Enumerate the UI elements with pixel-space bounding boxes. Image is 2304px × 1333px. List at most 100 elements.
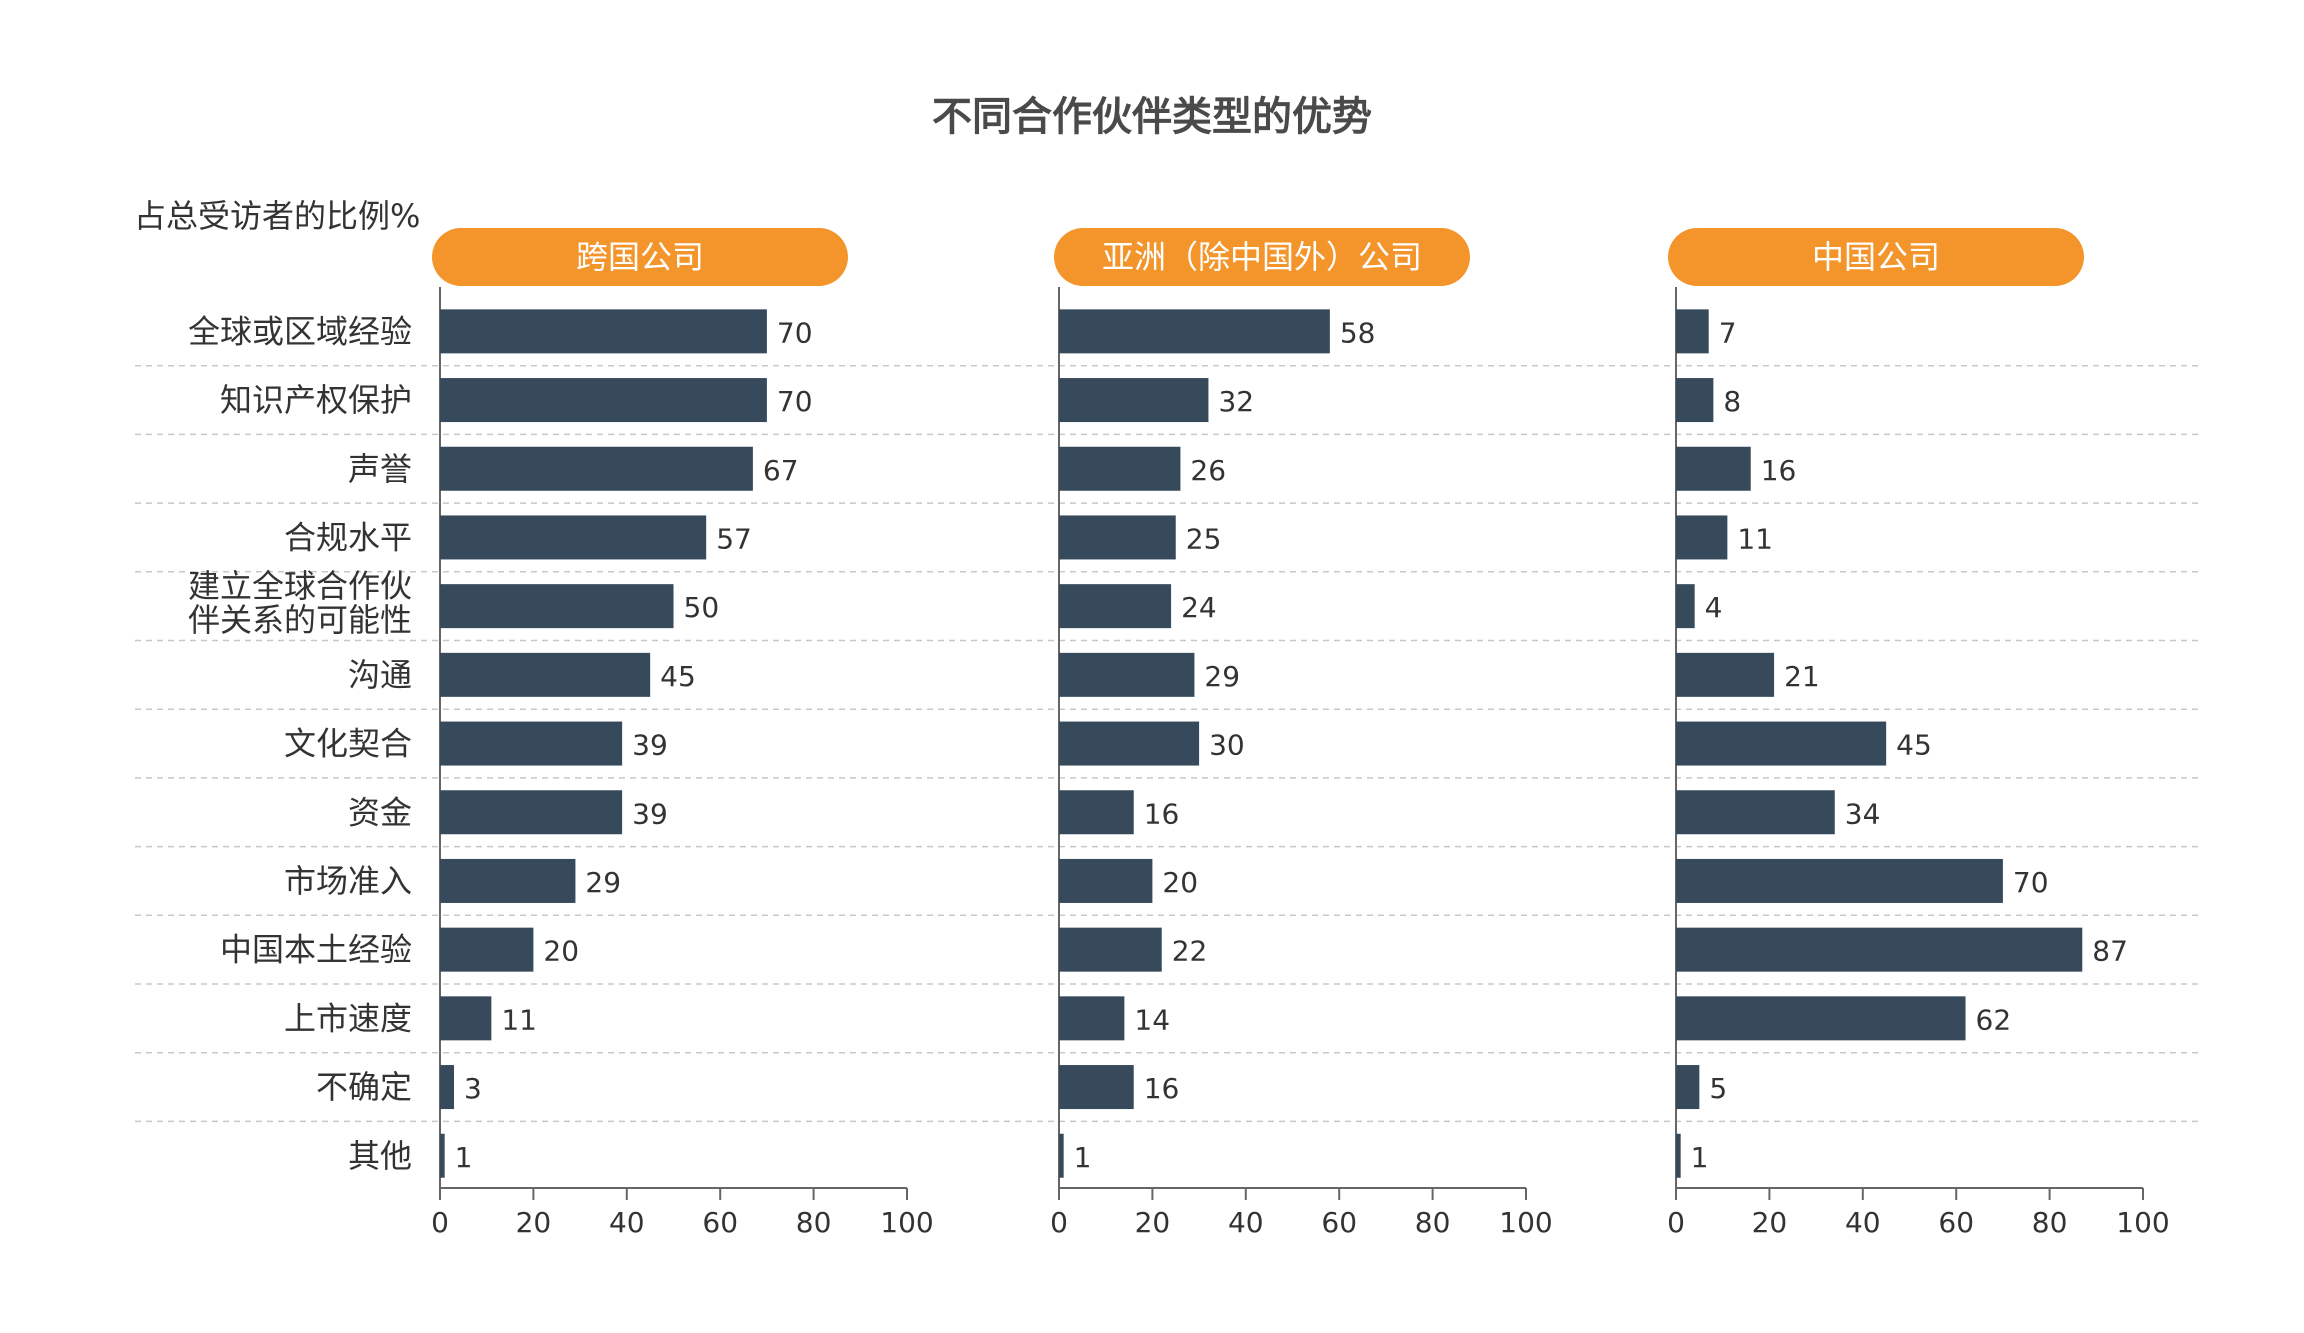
data-label: 39	[632, 729, 668, 762]
bar	[440, 1065, 455, 1110]
x-tick-label: 60	[702, 1206, 738, 1239]
bar	[1059, 378, 1209, 423]
data-label: 8	[1723, 385, 1741, 418]
bar	[440, 515, 707, 560]
series-header-label: 亚洲（除中国外）公司	[1102, 238, 1422, 276]
series-header	[1668, 228, 2084, 286]
x-tick-label: 0	[431, 1206, 449, 1239]
data-label: 3	[464, 1072, 482, 1105]
category-label: 资金	[348, 793, 412, 831]
data-label: 45	[1896, 729, 1932, 762]
x-tick-label: 40	[609, 1206, 645, 1239]
bar	[440, 446, 753, 491]
category-label: 其他	[348, 1137, 412, 1175]
data-label: 21	[1784, 660, 1820, 693]
category-label: 沟通	[348, 656, 412, 694]
category-label-line: 建立全球合作伙	[188, 567, 412, 605]
series-header-label: 中国公司	[1812, 238, 1940, 276]
data-label: 57	[716, 522, 752, 555]
data-label: 5	[1709, 1072, 1727, 1105]
category-label: 上市速度	[284, 999, 412, 1037]
bar	[1059, 652, 1195, 697]
bar	[1676, 721, 1887, 766]
bar	[1676, 1065, 1700, 1110]
bar	[1676, 858, 2003, 903]
bar	[1059, 309, 1330, 354]
category-label-line: 伴关系的可能性	[188, 601, 412, 639]
bar	[1676, 446, 1751, 491]
data-label: 34	[1845, 797, 1881, 830]
category-label: 合规水平	[284, 518, 412, 556]
x-tick-label: 80	[796, 1206, 832, 1239]
data-label: 70	[777, 316, 813, 349]
series-header	[432, 228, 848, 286]
data-label: 11	[501, 1003, 537, 1036]
x-tick-label: 80	[2032, 1206, 2068, 1239]
chart-title: 不同合作伙伴类型的优势	[932, 94, 1372, 140]
category-label: 不确定	[316, 1068, 412, 1106]
bar	[1676, 790, 1835, 835]
data-label: 16	[1144, 797, 1180, 830]
bar	[440, 584, 674, 629]
category-label: 知识产权保护	[220, 381, 412, 419]
x-tick-label: 20	[1752, 1206, 1788, 1239]
bar	[1059, 858, 1153, 903]
x-tick-label: 60	[1938, 1206, 1974, 1239]
bar	[1676, 652, 1775, 697]
data-label: 25	[1186, 522, 1222, 555]
data-label: 87	[2092, 935, 2128, 968]
data-label: 45	[660, 660, 696, 693]
data-label: 14	[1134, 1003, 1170, 1036]
data-label: 70	[777, 385, 813, 418]
x-tick-label: 100	[880, 1206, 933, 1239]
x-tick-label: 80	[1415, 1206, 1451, 1239]
x-tick-label: 100	[1499, 1206, 1552, 1239]
data-label: 4	[1705, 591, 1723, 624]
data-label: 20	[543, 935, 579, 968]
bar	[1059, 1133, 1064, 1178]
bar	[1059, 996, 1125, 1041]
data-label: 16	[1144, 1072, 1180, 1105]
category-label: 文化契合	[284, 725, 412, 763]
data-label: 58	[1340, 316, 1376, 349]
bar	[1676, 584, 1695, 629]
data-label: 1	[1074, 1141, 1092, 1174]
bar	[1059, 927, 1162, 972]
bar	[1676, 378, 1714, 423]
x-tick-label: 0	[1050, 1206, 1068, 1239]
data-label: 7	[1719, 316, 1737, 349]
data-label: 24	[1181, 591, 1217, 624]
bar	[440, 1133, 445, 1178]
data-label: 32	[1218, 385, 1254, 418]
x-tick-label: 40	[1845, 1206, 1881, 1239]
data-label: 29	[1204, 660, 1240, 693]
x-tick-label: 40	[1228, 1206, 1264, 1239]
x-tick-label: 100	[2116, 1206, 2169, 1239]
bar	[1059, 790, 1134, 835]
category-label: 全球或区域经验	[188, 312, 412, 350]
category-label: 建立全球合作伙伴关系的可能性	[188, 567, 412, 639]
bar	[1676, 927, 2083, 972]
bar	[440, 927, 534, 972]
bar	[1059, 1065, 1134, 1110]
data-label: 16	[1761, 454, 1797, 487]
bar	[1059, 584, 1172, 629]
data-label: 29	[585, 866, 621, 899]
x-tick-label: 20	[516, 1206, 552, 1239]
x-tick-label: 0	[1667, 1206, 1685, 1239]
data-label: 1	[455, 1141, 473, 1174]
x-tick-label: 60	[1321, 1206, 1357, 1239]
bar	[440, 858, 576, 903]
bar	[1059, 446, 1181, 491]
bar	[1676, 309, 1709, 354]
bar	[440, 652, 651, 697]
x-tick-label: 20	[1135, 1206, 1171, 1239]
bar	[1676, 1133, 1681, 1178]
data-label: 50	[684, 591, 720, 624]
data-label: 39	[632, 797, 668, 830]
data-label: 20	[1162, 866, 1198, 899]
bar	[1676, 515, 1728, 560]
category-label: 声誉	[348, 450, 412, 488]
